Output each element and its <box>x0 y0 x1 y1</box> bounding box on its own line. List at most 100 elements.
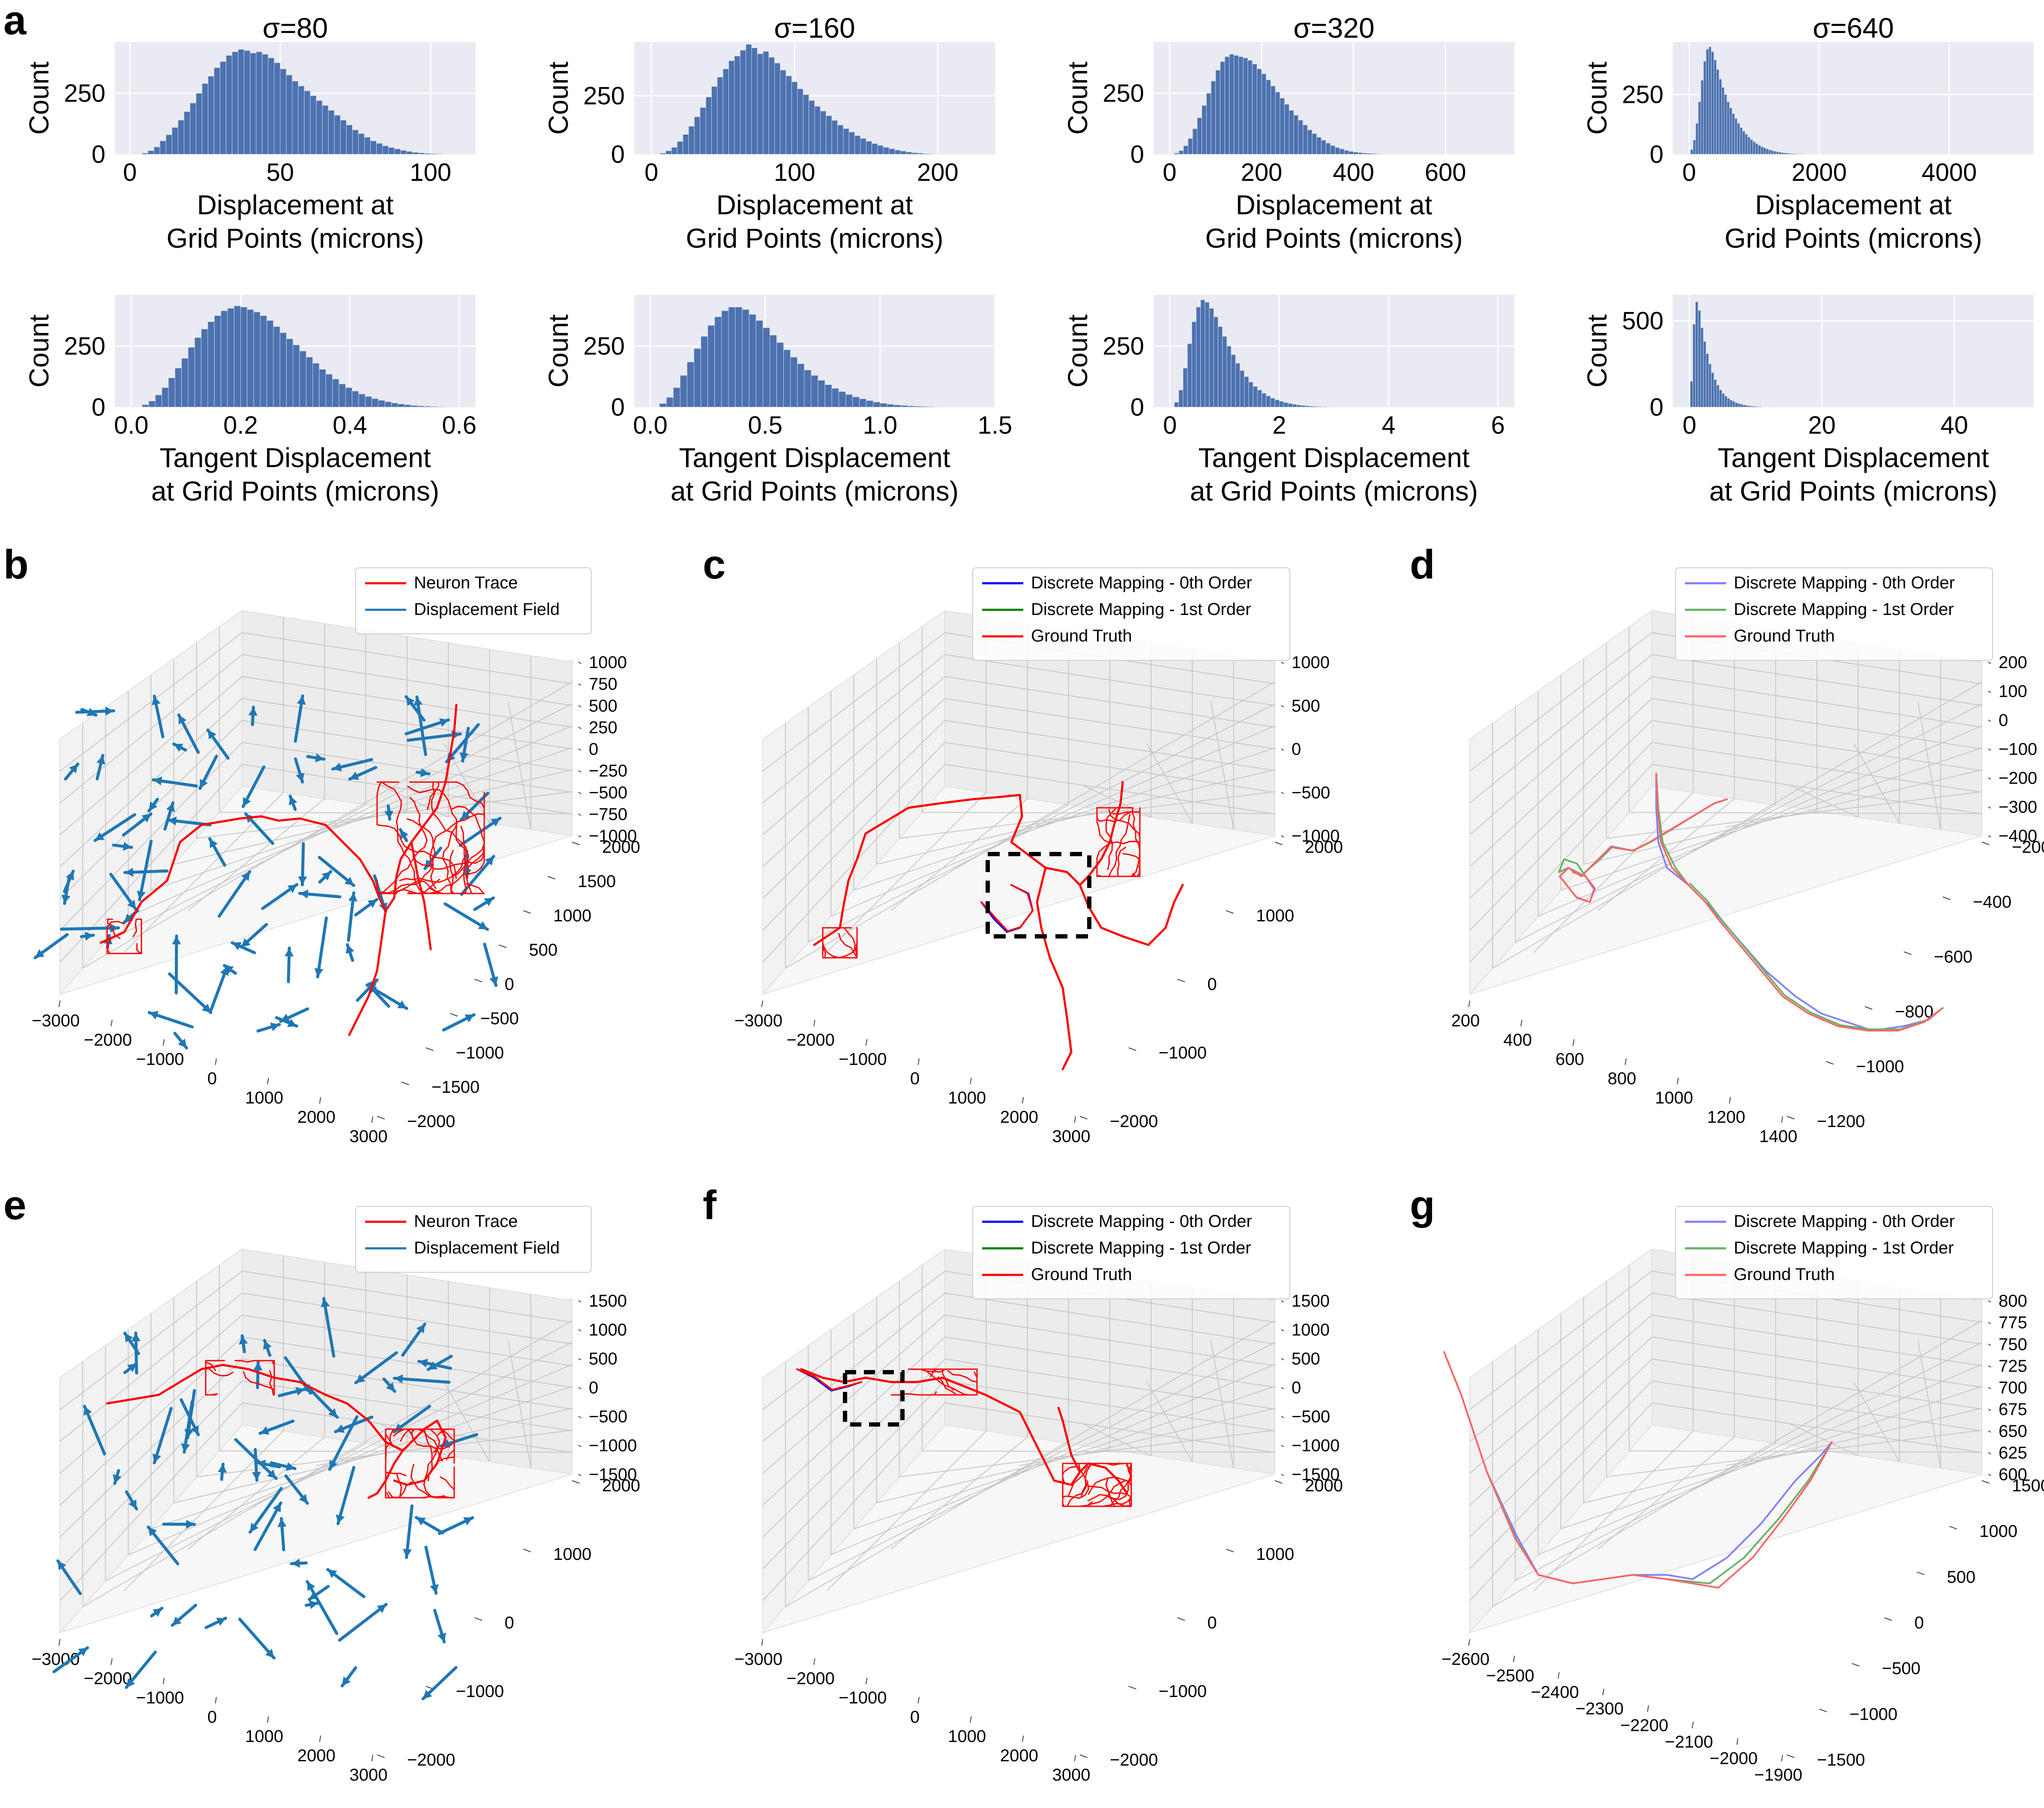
ground-truth-trace <box>1567 798 1728 877</box>
neuron-trace <box>410 841 432 950</box>
histogram-bar <box>1732 113 1735 155</box>
gridline <box>60 632 243 772</box>
histogram-bar <box>923 153 929 155</box>
y-tick-label: 1000 <box>1256 906 1294 925</box>
x-tick-mark <box>917 1058 920 1065</box>
histogram-bar <box>1183 145 1188 155</box>
displacement-arrowhead <box>342 1676 351 1686</box>
x-tick-mark <box>215 1058 217 1065</box>
histogram-bar <box>1266 396 1271 408</box>
histogram-bar <box>1244 376 1249 408</box>
histogram-bar <box>694 117 701 155</box>
panel-letter-c: c <box>703 542 725 588</box>
y-tick-label: 250 <box>1103 333 1144 360</box>
y-tick-label: 250 <box>64 80 105 108</box>
gridline <box>1726 1449 1817 1466</box>
histogram-bar <box>1747 137 1750 155</box>
gridline <box>944 698 1275 750</box>
histogram-bar <box>304 90 311 155</box>
gridline <box>762 1314 945 1474</box>
displacement-arrowhead <box>216 1617 226 1626</box>
histogram-bar <box>889 148 895 155</box>
z-tick-mark <box>578 835 581 838</box>
z-tick-label: −1000 <box>1292 827 1340 846</box>
histogram-bar <box>1756 406 1759 408</box>
histogram-bar <box>240 307 248 408</box>
histogram-bar <box>1174 153 1179 155</box>
x-tick-mark <box>319 1097 321 1104</box>
y-tick-mark <box>377 1116 385 1120</box>
x-tick-label: 0 <box>910 1069 920 1088</box>
ground-truth-trace <box>1655 773 1689 886</box>
x-tick-mark <box>761 1000 763 1007</box>
z-tick-mark <box>1988 1343 1991 1346</box>
histogram-bar <box>159 141 166 155</box>
displacement-arrowhead <box>208 730 216 740</box>
z-tick-mark <box>578 1445 581 1447</box>
displacement-arrowhead <box>309 1591 319 1600</box>
histogram-bar <box>153 147 160 155</box>
histogram-bar <box>1200 299 1205 408</box>
histogram-bar <box>1215 70 1220 155</box>
histogram-bar <box>900 150 907 155</box>
histogram-bar <box>1794 153 1798 155</box>
histogram-bar <box>406 151 413 155</box>
legend-box <box>972 567 1290 661</box>
histogram-bar <box>820 111 827 155</box>
gridline <box>1469 676 1652 835</box>
gridline <box>1651 698 1982 750</box>
z-tick-mark <box>578 792 581 795</box>
gridline <box>1853 743 1900 824</box>
displacement-arrowhead <box>152 1453 161 1463</box>
x-tick-label: 1.0 <box>863 411 898 439</box>
histogram-bar <box>1705 353 1709 408</box>
displacement-arrowhead <box>178 1038 187 1048</box>
y-tick-label: 1000 <box>1979 1522 2017 1541</box>
y-tick-label: −1000 <box>1159 1043 1207 1062</box>
x-axis-label: Tangent Displacement <box>679 442 950 473</box>
z-tick-mark <box>1988 690 1991 693</box>
histogram-bar <box>1755 143 1759 155</box>
displacement-arrowhead <box>84 932 94 941</box>
z-tick-mark <box>578 813 581 816</box>
x-tick-label: 3000 <box>350 1127 388 1146</box>
legend-box <box>1675 1206 1993 1299</box>
displacement-arrowhead <box>257 1460 266 1469</box>
displacement-arrow <box>336 1466 356 1525</box>
histogram-bar <box>721 310 729 408</box>
x-axis-label: Grid Points (microns) <box>686 223 944 254</box>
histogram-bar <box>1753 406 1757 408</box>
displacement-arrowhead <box>57 1561 66 1571</box>
histogram-bar <box>843 128 849 155</box>
x-tick-label: 0.5 <box>748 411 782 439</box>
ground-truth-branch <box>822 927 858 959</box>
x-tick-label: −1000 <box>839 1688 887 1707</box>
histogram-bar <box>400 150 407 155</box>
y-tick-label: 0 <box>1130 393 1144 421</box>
histogram-bar <box>688 126 695 155</box>
z-tick-label: 725 <box>1999 1357 2027 1376</box>
displacement-arrowhead <box>406 696 415 706</box>
histogram-bar <box>1727 398 1730 408</box>
histogram-bar <box>1743 405 1746 408</box>
x-axis-label: at Grid Points (microns) <box>1709 476 1997 507</box>
z-tick-label: 0 <box>589 1379 598 1397</box>
histogram-bar <box>1183 368 1188 408</box>
y-tick-label: 0 <box>92 393 105 421</box>
histogram-bar <box>818 380 825 408</box>
y-tick-mark <box>1786 1116 1795 1120</box>
gridline <box>944 654 1275 706</box>
gridline <box>762 632 945 772</box>
ground-truth-branch <box>1099 807 1141 877</box>
displacement-arrow <box>238 1617 276 1660</box>
displacement-arrowhead <box>321 871 331 881</box>
displacement-arrowhead <box>123 842 132 851</box>
ground-truth-trace <box>1559 867 1596 903</box>
histogram-bar <box>1745 405 1749 408</box>
z-tick-label: −1000 <box>589 1436 637 1455</box>
histogram-bar <box>417 405 425 408</box>
histogram-bar <box>332 379 339 408</box>
x-tick-mark <box>1468 1000 1470 1007</box>
histogram-bar <box>424 406 431 408</box>
